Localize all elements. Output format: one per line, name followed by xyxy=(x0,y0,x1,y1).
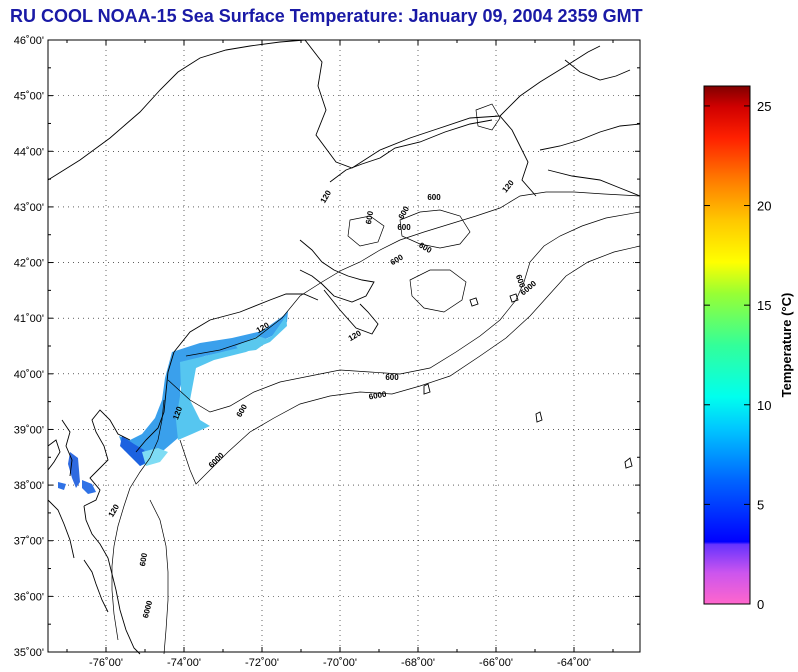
lat-label: 44˚00' xyxy=(14,146,44,158)
lat-label: 39˚00' xyxy=(14,424,44,436)
lon-label: -74˚00' xyxy=(167,657,201,669)
colorbar-tick-label: 20 xyxy=(757,199,771,214)
colorbar-ticks: 25 20 15 10 5 0 xyxy=(704,99,771,612)
isobath-label: 600 xyxy=(385,373,399,382)
colorbar-tick-label: 10 xyxy=(757,398,771,413)
colorbar-tick-label: 25 xyxy=(757,99,771,114)
colorbar-tick-label: 15 xyxy=(757,298,771,313)
isobath-label: 600 xyxy=(389,252,406,267)
isobath-label: 600 xyxy=(417,241,434,256)
axis-ticks xyxy=(48,39,640,653)
isobath-label: 6000 xyxy=(368,389,388,401)
isobath-label: 6000 xyxy=(207,450,226,469)
lat-label: 38˚00' xyxy=(14,480,44,492)
longitude-labels: -76˚00' -74˚00' -72˚00' -70˚00' -68˚00' -66˚0… xyxy=(89,657,591,669)
isobath-label: 120 xyxy=(347,328,364,343)
colorbar-tick-label: 5 xyxy=(757,497,764,512)
map-title: RU COOL NOAA-15 Sea Surface Temperature:… xyxy=(10,6,643,26)
coastline xyxy=(47,39,641,655)
lat-label: 45˚00' xyxy=(14,91,44,103)
colorbar-tick-label: 0 xyxy=(757,597,764,612)
lat-label: 35˚00' xyxy=(14,647,44,659)
isobath-label: 120 xyxy=(171,405,184,421)
lon-label: -72˚00' xyxy=(245,657,279,669)
lat-label: 46˚00' xyxy=(14,35,44,47)
isobath-label: 600 xyxy=(138,552,149,567)
isobath-contours xyxy=(111,103,641,655)
lon-label: -66˚00' xyxy=(479,657,513,669)
map-gridlines xyxy=(48,40,640,652)
isobath-label: 600 xyxy=(397,223,411,232)
isobath-label: 120 xyxy=(107,502,122,519)
lon-label: -76˚00' xyxy=(89,657,123,669)
isobath-label: 600 xyxy=(514,273,527,289)
lat-label: 43˚00' xyxy=(14,202,44,214)
lon-label: -70˚00' xyxy=(323,657,357,669)
lat-label: 40˚00' xyxy=(14,369,44,381)
colorbar-label: Temperature (°C) xyxy=(779,293,794,398)
sst-data-swath xyxy=(58,311,288,494)
lon-label: -68˚00' xyxy=(401,657,435,669)
lat-label: 42˚00' xyxy=(14,258,44,270)
contour-labels: 6006006006006006006006006006001201201201… xyxy=(107,178,539,619)
isobath-label: 600 xyxy=(427,193,441,202)
lon-label: -64˚00' xyxy=(557,657,591,669)
map-frame xyxy=(47,39,641,653)
latitude-labels: 46˚00' 45˚00' 44˚00' 43˚00' 42˚00' 41˚00' 40˚0… xyxy=(14,35,44,659)
lat-label: 41˚00' xyxy=(14,313,44,325)
colorbar xyxy=(703,85,751,605)
isobath-label: 600 xyxy=(235,402,250,419)
isobath-label: 120 xyxy=(500,178,516,194)
lat-label: 37˚00' xyxy=(14,536,44,548)
isobath-label: 600 xyxy=(364,210,375,225)
isobath-label: 120 xyxy=(319,188,334,205)
lat-label: 36˚00' xyxy=(14,591,44,603)
isobath-label: 6000 xyxy=(141,599,154,619)
